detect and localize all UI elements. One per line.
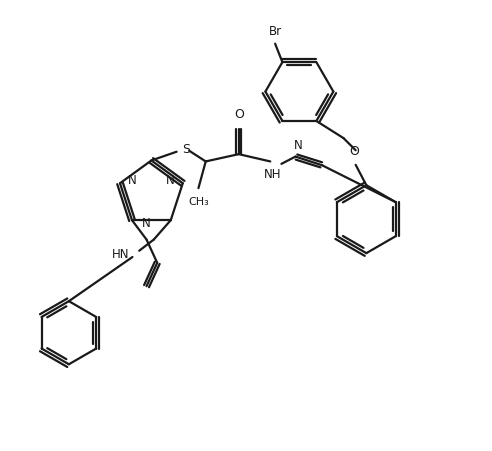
Text: N: N (166, 174, 175, 186)
Text: NH: NH (263, 168, 281, 181)
Text: HN: HN (112, 247, 129, 260)
Text: O: O (349, 144, 359, 157)
Text: N: N (142, 216, 151, 230)
Text: CH₃: CH₃ (188, 197, 209, 207)
Text: O: O (234, 108, 244, 121)
Text: Br: Br (269, 25, 282, 38)
Text: S: S (183, 143, 190, 156)
Text: N: N (128, 174, 137, 186)
Text: N: N (294, 138, 302, 152)
